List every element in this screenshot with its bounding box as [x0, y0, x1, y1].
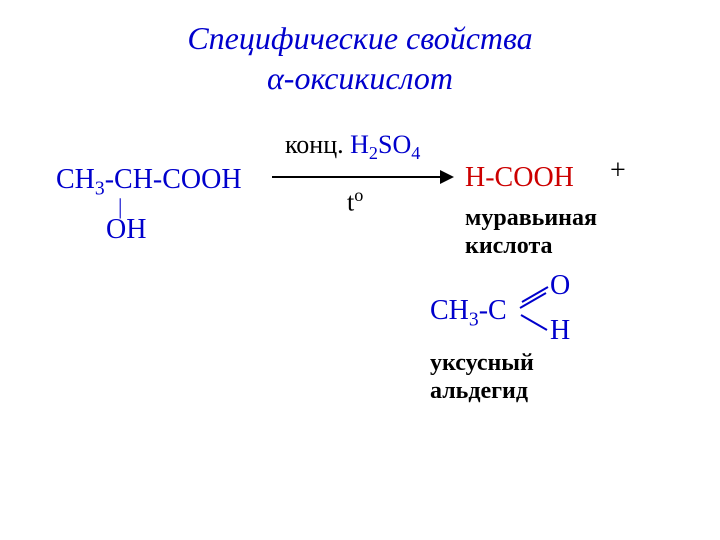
condition-top: конц. H2SO4	[285, 130, 420, 164]
reagent-ch: CH	[56, 164, 95, 195]
reaction-arrow-line	[272, 176, 447, 178]
cond-conc: конц.	[285, 130, 350, 159]
reagent-cooh: COOH	[162, 164, 241, 195]
aldehyde-oxygen: O	[550, 270, 570, 302]
label1-line2: кислота	[465, 233, 553, 259]
title: Специфические свойства α-оксикислот	[0, 0, 720, 98]
reagent-sub3: 3	[95, 179, 105, 200]
cond-sub4: 4	[411, 143, 420, 163]
cond-h: H	[350, 130, 369, 159]
title-line1: Специфические свойства	[187, 20, 532, 56]
product1-label: муравьиная кислота	[465, 205, 597, 260]
cond-sub2: 2	[369, 143, 378, 163]
reaction-arrow-head	[440, 170, 454, 184]
reagent-formula: CH3-CH-COOH	[56, 164, 242, 201]
label2-line1: уксусный	[430, 350, 534, 376]
p2-sub: 3	[469, 310, 479, 331]
label2-line2: альдегид	[430, 378, 528, 404]
product2-formula: CH3-C	[430, 295, 507, 332]
p2-c: -C	[479, 295, 507, 326]
title-line2: α-оксикислот	[267, 60, 453, 96]
condition-bottom: to	[347, 185, 363, 218]
reagent-middle: -CH-	[105, 164, 163, 195]
product2-ch3c: CH3-C	[430, 295, 507, 326]
p2-ch: CH	[430, 295, 469, 326]
product1-formula: H-COOH	[465, 162, 574, 194]
cond-sup-o: o	[354, 185, 363, 205]
aldehyde-hydrogen: H	[550, 315, 570, 347]
plus-sign: +	[610, 155, 626, 187]
label1-line1: муравьиная	[465, 205, 597, 231]
cond-so: SO	[378, 130, 411, 159]
cond-h2so4: H2SO4	[350, 130, 420, 159]
product2-label: уксусный альдегид	[430, 350, 534, 405]
aldehyde-single-bond	[521, 314, 548, 331]
reagent-oh: OH	[106, 214, 146, 246]
